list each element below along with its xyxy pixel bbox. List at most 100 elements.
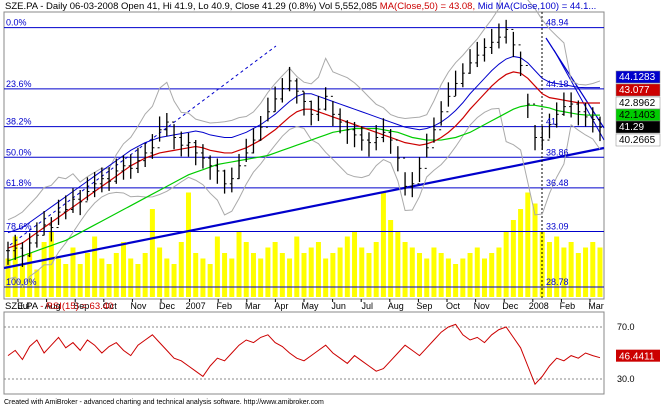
volume-bar	[149, 209, 155, 297]
rsi-header-label: - RSI(15) = 63.40	[38, 301, 114, 312]
volume-bar	[70, 247, 76, 297]
volume-bar	[27, 253, 33, 297]
volume-bar	[222, 253, 228, 297]
rsi-line	[7, 323, 601, 386]
volume-bar	[417, 253, 423, 297]
x-tick-label: Jun	[331, 301, 346, 311]
chart-header: SZE.PA - Daily 06-03-2008 Open 41, Hi 41…	[5, 1, 596, 12]
x-tick-label: Dec	[502, 301, 519, 311]
volume-bar	[308, 247, 314, 297]
price-series	[6, 19, 602, 267]
header-symbol: SZE.PA	[5, 1, 39, 12]
volume-bar	[214, 236, 220, 297]
x-tick-label: Feb	[216, 301, 232, 311]
x-tick-label: Feb	[560, 301, 576, 311]
volume-bar	[84, 253, 90, 297]
price-box	[615, 70, 661, 84]
x-tick-label: Mar	[245, 301, 261, 311]
x-axis: Jul Aug Sep Oct Nov Dec 2007 Feb Mar Apr May Jun Jul…	[17, 299, 604, 311]
volume-bar	[113, 253, 119, 297]
x-tick-label: Aug	[388, 301, 404, 311]
volume-bar	[409, 247, 415, 297]
volume-bar	[597, 247, 603, 297]
volume-bar	[431, 247, 437, 297]
volume-bar	[337, 247, 343, 297]
header-mid: Mid MA(Close,100) = 44.1...	[478, 1, 597, 12]
volume-bar	[207, 264, 213, 297]
price-box	[615, 133, 661, 147]
volume-bar	[380, 192, 386, 297]
fib-value-label: 28.78	[546, 277, 569, 287]
fib-level-label: 23.6%	[6, 79, 32, 89]
volume-bar	[373, 242, 379, 297]
price-box-label: 42.8962	[619, 98, 656, 109]
volume-bar	[287, 258, 293, 297]
volume-bar	[106, 264, 112, 297]
volume-bar	[352, 231, 358, 297]
volume-bar	[19, 264, 25, 297]
resistance-trendline-2	[553, 49, 605, 141]
header-ma50: MA(Close,50) = 43.08,	[380, 1, 475, 12]
volume-bar	[554, 236, 560, 297]
volume-bar	[178, 242, 184, 297]
volume-bar	[236, 231, 242, 297]
volume-bar	[402, 242, 408, 297]
volume-bar	[5, 258, 11, 297]
volume-bar	[243, 242, 249, 297]
fib-value-label: 41.	[546, 117, 559, 127]
volume-bar	[272, 242, 278, 297]
volume-bar	[193, 253, 199, 297]
volume-bar	[56, 258, 62, 297]
fib-value-label: 38.86	[546, 147, 569, 157]
volume-bar	[467, 253, 473, 297]
rsi-level-label: 70.0	[617, 322, 635, 332]
price-box-label: 44.1283	[619, 72, 656, 83]
x-tick-label: Jul	[18, 301, 30, 311]
volume-bar	[474, 247, 480, 297]
fib-value-label: 36.48	[546, 178, 569, 188]
volume-bar	[453, 264, 459, 297]
volume-bar	[121, 242, 127, 297]
volume-bar	[34, 269, 40, 297]
volume-bar	[575, 253, 581, 297]
volume-bar	[366, 253, 372, 297]
fib-value-label: 48.94	[546, 18, 569, 28]
x-tick-label: 2007	[186, 301, 206, 311]
x-tick-label: Sep	[416, 301, 432, 311]
rsi-current-box	[616, 349, 660, 362]
price-box	[615, 83, 661, 97]
x-tick-label: Mar	[588, 301, 604, 311]
fib-labels: 0.0% 48.94 23.6% 44.18 38.2% 41. 50.0% 38.86 61.…	[6, 18, 569, 287]
x-tick-label: Sep	[73, 301, 89, 311]
volume-bar	[250, 253, 256, 297]
volume-bar	[200, 258, 206, 297]
volume-bar	[185, 192, 191, 297]
volume-bar	[460, 258, 466, 297]
fib-level-label: 50.0%	[6, 147, 32, 157]
volume-bar	[171, 264, 177, 297]
volume-bar	[157, 247, 163, 297]
x-tick-label: Oct	[103, 301, 118, 311]
fib-level-label: 100.0%	[6, 277, 37, 287]
volume-bar	[142, 253, 148, 297]
x-tick-label: 2008	[529, 301, 549, 311]
x-tick-label: Aug	[45, 301, 61, 311]
x-tick-label: Nov	[474, 301, 491, 311]
volume-bars	[5, 192, 603, 297]
volume-bar	[258, 258, 264, 297]
x-tick-label: Oct	[446, 301, 461, 311]
support-trendline	[3, 146, 605, 270]
volume-bar	[359, 247, 365, 297]
fib-value-label: 44.18	[546, 79, 569, 89]
bollinger-bands	[7, 0, 601, 288]
volume-bar	[164, 258, 170, 297]
volume-bar	[229, 258, 235, 297]
volume-bar	[561, 247, 567, 297]
volume-bar	[583, 247, 589, 297]
x-tick-label: Jul	[361, 301, 373, 311]
volume-bar	[41, 242, 47, 297]
volume-bar	[568, 242, 574, 297]
volume-bar	[99, 258, 105, 297]
